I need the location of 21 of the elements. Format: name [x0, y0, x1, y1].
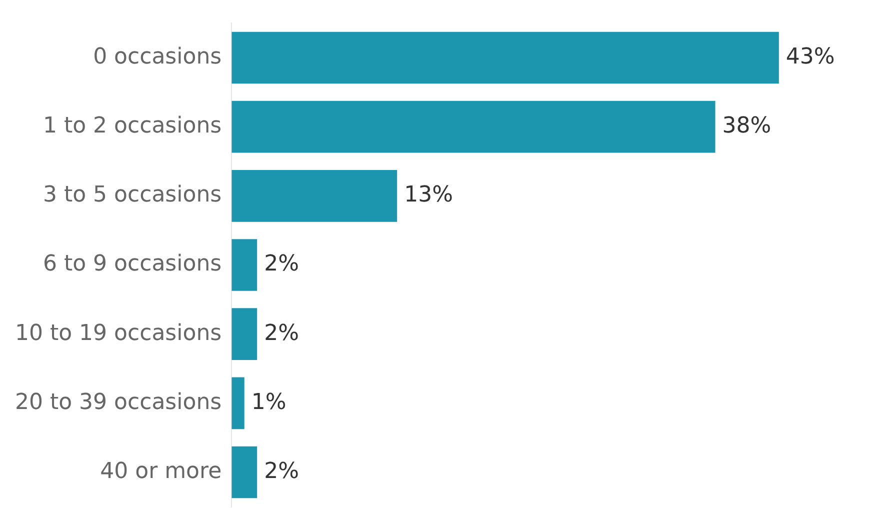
- bar: [232, 239, 258, 291]
- data-label: 38%: [722, 114, 772, 139]
- data-label: 1%: [251, 390, 286, 415]
- bar: [232, 308, 258, 360]
- y-tick-label: 6 to 9 occasions: [42, 252, 222, 277]
- data-label: 2%: [264, 458, 299, 484]
- y-tick-label: 10 to 19 occasions: [14, 320, 222, 346]
- y-tick-label: 3 to 5 occasions: [42, 182, 222, 208]
- bar: [232, 377, 244, 430]
- y-tick-label: 0 occasions: [93, 44, 222, 70]
- y-tick-label: 20 to 39 occasions: [14, 390, 222, 415]
- y-tick-label: 40 or more: [100, 458, 222, 484]
- data-label: 43%: [786, 44, 835, 70]
- data-label: 2%: [264, 252, 299, 277]
- y-tick-label: 1 to 2 occasions: [42, 114, 222, 139]
- data-label: 13%: [404, 182, 453, 208]
- data-label: 2%: [264, 320, 299, 346]
- bar: [232, 446, 258, 498]
- bar: [232, 32, 779, 84]
- bar: [232, 100, 716, 153]
- bar: [232, 170, 398, 222]
